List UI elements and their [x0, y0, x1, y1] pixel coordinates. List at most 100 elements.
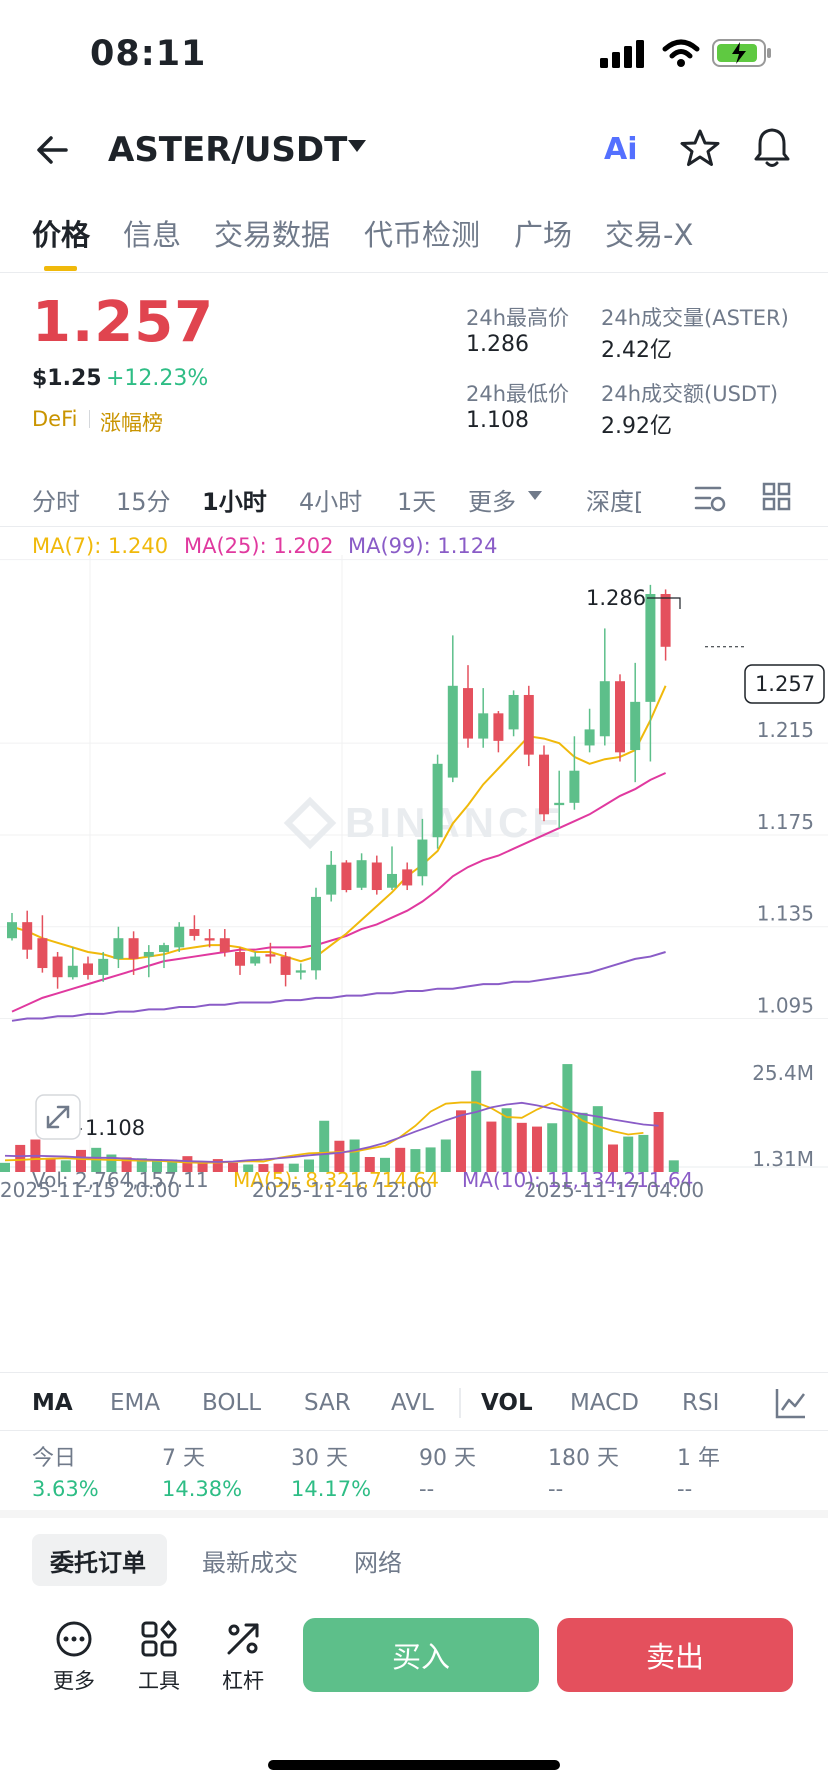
- candle: [189, 915, 200, 941]
- volume-bar: [288, 1163, 299, 1172]
- tab-price[interactable]: 价格: [32, 218, 91, 252]
- candle-body: [98, 958, 109, 975]
- volume-bar: [258, 1164, 269, 1172]
- buy-button[interactable]: 买入: [303, 1618, 539, 1692]
- candle: [98, 951, 109, 982]
- candle-body: [341, 862, 352, 891]
- candle: [326, 851, 337, 902]
- timeframe-1h[interactable]: 1小时: [202, 488, 267, 516]
- tools-label[interactable]: 工具: [138, 1669, 180, 1693]
- candle-body: [493, 713, 504, 741]
- candle-body: [432, 763, 443, 838]
- usd-price: $1.25: [32, 366, 102, 391]
- indicator-sar[interactable]: SAR: [304, 1390, 351, 1416]
- volume-base-label: 24h成交量(ASTER): [601, 306, 789, 330]
- x-tick-label: 2025-11-16 12:00: [252, 1178, 432, 1202]
- timeframe-4h[interactable]: 4小时: [299, 488, 363, 516]
- perf-label-7d: 7 天: [162, 1446, 205, 1471]
- candle-body: [204, 938, 215, 941]
- volume-bar: [136, 1158, 147, 1172]
- volume-bar: [410, 1149, 421, 1172]
- volume-ma5-series: [4, 1101, 644, 1164]
- candle-body: [523, 694, 534, 755]
- candle: [554, 770, 565, 829]
- candle: [67, 947, 78, 980]
- indicator-macd[interactable]: MACD: [570, 1390, 639, 1416]
- candle-body: [250, 956, 261, 964]
- candle: [660, 589, 671, 661]
- candle-body: [478, 713, 489, 739]
- tools-icon[interactable]: [140, 1620, 178, 1658]
- candle-body: [37, 938, 48, 969]
- candle: [417, 818, 428, 886]
- timeframe-more[interactable]: 更多: [468, 488, 516, 516]
- chevron-down-icon[interactable]: [346, 138, 368, 154]
- volume-tick-label: 25.4M: [752, 1061, 814, 1085]
- indicator-ema[interactable]: EMA: [110, 1390, 161, 1416]
- volume-bar: [532, 1126, 542, 1172]
- more-icon[interactable]: [55, 1620, 93, 1658]
- candle: [584, 708, 595, 753]
- indicator-ma[interactable]: MA: [32, 1390, 73, 1416]
- price-change: +12.23%: [106, 366, 209, 391]
- volume-bar: [516, 1122, 527, 1172]
- tab-latest-trades[interactable]: 最新成交: [202, 1549, 298, 1577]
- indicator-vol[interactable]: VOL: [481, 1390, 533, 1416]
- candle: [539, 745, 549, 822]
- candle: [204, 929, 215, 948]
- more-chevron-icon[interactable]: [527, 490, 543, 502]
- pair-selector[interactable]: ASTER/USDT: [108, 130, 348, 170]
- leverage-icon[interactable]: [224, 1620, 262, 1658]
- y-tick-label: 1.175: [757, 810, 814, 834]
- ai-icon[interactable]: Ai: [604, 132, 638, 167]
- timeframe-line[interactable]: 分时: [32, 488, 80, 516]
- tag-defi[interactable]: DeFi: [32, 407, 78, 431]
- volume-bar: [0, 1162, 10, 1172]
- x-tick-label: 2025-11-15 20:00: [0, 1178, 180, 1202]
- low-value: 1.108: [466, 408, 529, 433]
- candle: [174, 922, 185, 952]
- price-annotations: 1.286 1.108 1.257: [58, 586, 825, 1140]
- volume-bar: [243, 1164, 254, 1172]
- tab-info[interactable]: 信息: [123, 218, 182, 252]
- volume-bar: [456, 1110, 466, 1172]
- tab-trade-x[interactable]: 交易-X: [605, 218, 694, 252]
- tag-gainers[interactable]: 涨幅榜: [100, 411, 163, 435]
- perf-value-90d: --: [419, 1477, 435, 1501]
- candle-body: [660, 594, 671, 647]
- ma99-series: [11, 951, 666, 1022]
- tab-token-check[interactable]: 代币检测: [364, 218, 481, 252]
- timeframe-15m[interactable]: 15分: [116, 488, 171, 516]
- candle-body: [554, 802, 565, 806]
- indicator-avl[interactable]: AVL: [391, 1390, 434, 1416]
- star-icon[interactable]: [680, 128, 720, 168]
- perf-value-1y: --: [677, 1477, 693, 1501]
- volume-ma10-series: [4, 1101, 659, 1163]
- timeframe-1d[interactable]: 1天: [397, 488, 437, 516]
- leverage-label[interactable]: 杠杆: [222, 1669, 264, 1693]
- x-tick-label: 2025-11-17 04:00: [524, 1178, 704, 1202]
- candle-body: [539, 754, 549, 815]
- candle: [235, 947, 245, 975]
- more-label[interactable]: 更多: [53, 1669, 95, 1693]
- candle-body: [295, 970, 306, 973]
- timeframe-depth[interactable]: 深度[: [586, 488, 644, 516]
- chart-settings-icon[interactable]: [694, 482, 728, 514]
- bell-icon[interactable]: [752, 126, 792, 170]
- tab-square[interactable]: 广场: [514, 218, 573, 252]
- candle: [599, 628, 610, 746]
- volume-bar: [319, 1120, 330, 1172]
- indicator-boll[interactable]: BOLL: [202, 1390, 262, 1416]
- layout-grid-icon[interactable]: [762, 482, 792, 512]
- indicator-rsi[interactable]: RSI: [682, 1390, 720, 1416]
- tab-trading-data[interactable]: 交易数据: [214, 218, 331, 252]
- candle-body: [584, 729, 595, 746]
- back-arrow-icon[interactable]: [34, 132, 70, 168]
- sell-button[interactable]: 卖出: [557, 1618, 793, 1692]
- volume-bar: [380, 1157, 390, 1172]
- indicator-settings-icon[interactable]: [774, 1386, 808, 1420]
- tab-network[interactable]: 网络: [354, 1549, 402, 1577]
- tab-open-orders[interactable]: 委托订单: [50, 1549, 146, 1577]
- status-time: 08:11: [90, 34, 207, 74]
